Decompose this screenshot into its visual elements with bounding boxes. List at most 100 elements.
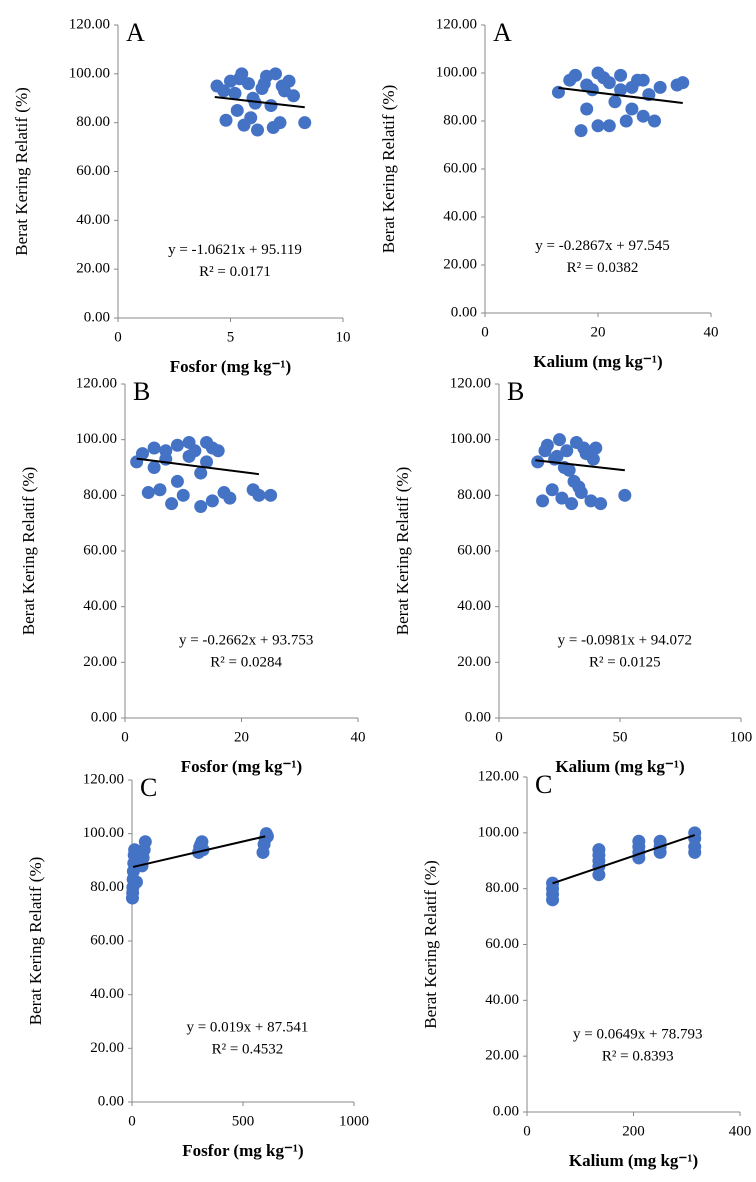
y-tick-label: 60.00 <box>443 160 477 176</box>
data-point <box>591 66 605 80</box>
y-tick-label: 80.00 <box>485 880 519 896</box>
data-point <box>608 95 622 109</box>
y-tick-label: 0.00 <box>84 309 110 325</box>
chart-panel: 0.00 20.00 40.00 60.00 80.00 100.00 120.00 0 200… <box>421 768 751 1169</box>
x-tick-label: 0 <box>121 729 129 745</box>
equation: y = -1.0621x + 95.119 <box>168 242 302 258</box>
y-tick-label: 40.00 <box>457 598 491 614</box>
x-axis-label: Fosfor (mg kg⁻¹) <box>170 357 291 376</box>
equation: y = -0.2662x + 93.753 <box>179 633 313 649</box>
data-point <box>536 494 550 508</box>
trendline <box>214 96 305 109</box>
y-tick-label: 60.00 <box>83 542 117 558</box>
data-point <box>574 124 588 138</box>
data-point <box>269 67 282 81</box>
data-point <box>228 86 242 100</box>
data-point <box>572 480 586 494</box>
data-point <box>230 103 244 117</box>
equation: y = -0.2867x + 97.545 <box>535 238 669 254</box>
data-point <box>565 497 579 511</box>
y-tick-label: 80.00 <box>443 112 477 128</box>
y-axis-label: Berat Kering Relatif (%) <box>26 857 45 1026</box>
y-tick-label: 40.00 <box>443 208 477 224</box>
x-tick-label: 1000 <box>339 1113 369 1129</box>
y-tick-label: 40.00 <box>83 598 117 614</box>
data-point <box>560 444 574 458</box>
data-point <box>147 441 161 455</box>
data-point <box>275 79 289 93</box>
y-tick-label: 120.00 <box>450 375 491 391</box>
y-tick-label: 120.00 <box>69 16 110 32</box>
data-point <box>594 497 608 511</box>
data-point <box>555 491 569 505</box>
x-tick-label: 40 <box>351 729 366 745</box>
data-point <box>205 494 219 508</box>
chart-panel: 0.00 20.00 40.00 60.00 80.00 100.00 120.00 0 20 4… <box>19 375 366 775</box>
data-point <box>287 89 300 103</box>
y-tick-label: 0.00 <box>98 1093 124 1109</box>
y-tick-label: 100.00 <box>76 431 117 447</box>
data-point <box>170 438 184 452</box>
data-point <box>298 116 312 130</box>
data-point <box>135 447 149 461</box>
chart-panel: 0.00 20.00 40.00 60.00 80.00 100.00 120.00 0 50 1… <box>393 375 752 775</box>
data-point <box>648 114 661 128</box>
r-squared: R² = 0.8393 <box>602 1048 674 1064</box>
y-axis-label: Berat Kering Relatif (%) <box>421 860 440 1029</box>
x-tick-label: 0 <box>495 729 503 745</box>
y-tick-label: 20.00 <box>443 256 477 272</box>
panel-label: B <box>133 377 150 406</box>
trendline <box>535 459 625 472</box>
data-point <box>592 843 606 857</box>
data-point <box>217 84 231 98</box>
r-squared: R² = 0.4532 <box>212 1041 284 1057</box>
x-tick-label: 0 <box>128 1113 136 1129</box>
y-tick-label: 100.00 <box>450 431 491 447</box>
data-point <box>636 109 650 123</box>
data-point <box>235 67 249 81</box>
y-tick-label: 120.00 <box>436 16 477 32</box>
y-tick-label: 0.00 <box>451 304 477 320</box>
x-tick-label: 400 <box>729 1123 752 1139</box>
panel-label: C <box>535 770 552 799</box>
y-tick-label: 80.00 <box>83 487 117 503</box>
y-tick-label: 100.00 <box>478 824 519 840</box>
y-tick-label: 100.00 <box>83 825 124 841</box>
x-axis-label: Kalium (mg kg⁻¹) <box>555 757 684 776</box>
y-tick-label: 20.00 <box>485 1048 519 1064</box>
data-point <box>252 488 266 502</box>
x-axis-label: Fosfor (mg kg⁻¹) <box>182 1141 303 1160</box>
data-point <box>632 834 646 848</box>
data-point <box>676 76 690 90</box>
y-axis-label: Berat Kering Relatif (%) <box>19 467 38 636</box>
chart-panel: 0.00 20.00 40.00 60.00 80.00 100.00 120.00 0 5 10… <box>12 16 351 375</box>
data-point <box>138 835 152 849</box>
x-tick-label: 0 <box>481 324 489 340</box>
data-point <box>266 121 280 135</box>
x-axis-label: Kalium (mg kg⁻¹) <box>569 1151 698 1170</box>
data-point <box>200 455 214 469</box>
trendline <box>132 835 266 868</box>
data-point <box>618 488 632 502</box>
data-point <box>589 441 603 455</box>
x-tick-label: 20 <box>234 729 249 745</box>
r-squared: R² = 0.0125 <box>589 655 661 671</box>
data-point <box>538 444 552 458</box>
y-axis-label: Berat Kering Relatif (%) <box>12 87 31 256</box>
y-tick-label: 100.00 <box>69 65 110 81</box>
y-tick-label: 120.00 <box>478 768 519 784</box>
x-axis-label: Fosfor (mg kg⁻¹) <box>181 757 302 776</box>
data-point <box>545 483 559 497</box>
data-point <box>170 474 184 488</box>
y-tick-label: 20.00 <box>457 654 491 670</box>
data-point <box>128 843 142 857</box>
data-point <box>219 113 233 127</box>
data-point <box>614 68 628 82</box>
data-point <box>257 77 271 91</box>
y-tick-label: 120.00 <box>76 375 117 391</box>
data-point <box>625 102 639 116</box>
data-point <box>260 829 274 843</box>
data-point <box>653 80 667 94</box>
y-tick-label: 40.00 <box>90 986 124 1002</box>
data-point <box>264 99 278 113</box>
